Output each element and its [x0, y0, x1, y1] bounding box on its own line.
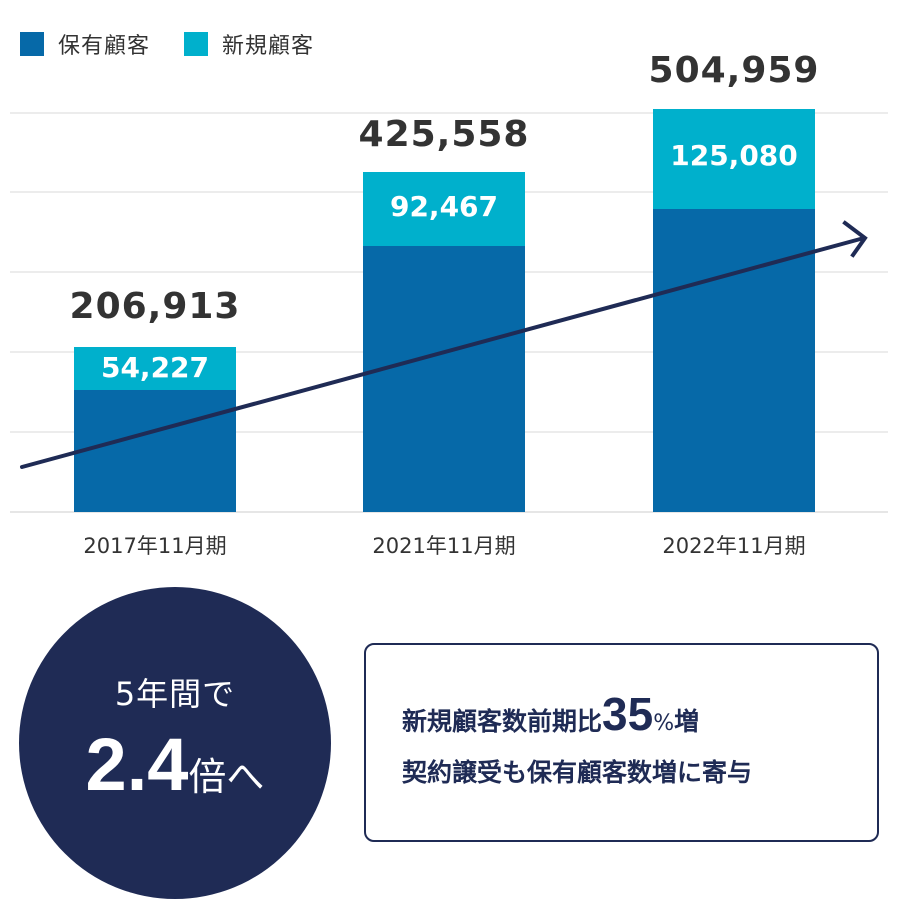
bar-segment-new: 125,080 — [653, 109, 815, 209]
legend-label-new: 新規顧客 — [222, 34, 315, 59]
bar-total-label: 206,913 — [69, 286, 241, 327]
bar-2017: 54,227 — [74, 347, 236, 512]
growth-highlight-circle: 5年間で 2.4倍へ — [19, 587, 331, 899]
bar-segment-existing — [74, 390, 236, 512]
trend-arrow-icon — [20, 220, 868, 469]
summary-line-1: 新規顧客数前期比35%増 — [402, 687, 699, 741]
x-axis-label: 2017年11月期 — [83, 534, 227, 558]
bar-segment-new-label: 125,080 — [670, 139, 798, 172]
legend-label-existing: 保有顧客 — [58, 34, 151, 59]
bar-segment-new-label: 92,467 — [389, 190, 499, 223]
legend-swatch-new — [184, 32, 209, 56]
summary-percent-number: 35 — [602, 688, 654, 740]
legend-swatch-existing — [20, 32, 44, 56]
bar-total-label: 425,558 — [358, 114, 530, 155]
bar-2022: 125,080 — [653, 109, 815, 512]
highlight-period-text: 5年間で — [114, 675, 236, 713]
x-axis-baseline — [10, 511, 888, 513]
x-axis-label: 2021年11月期 — [372, 534, 516, 558]
summary-percent-sign: % — [653, 711, 675, 736]
summary-message-box: 新規顧客数前期比35%増 契約譲受も保有顧客数増に寄与 — [364, 643, 879, 842]
summary-line-1-suffix: 増 — [674, 707, 700, 736]
bar-segment-new: 92,467 — [363, 172, 525, 246]
bar-segment-new-label: 54,227 — [100, 351, 210, 384]
bar-2021: 92,467 — [363, 172, 525, 512]
highlight-multiplier-suffix: 倍へ — [188, 755, 265, 799]
summary-line-1-prefix: 新規顧客数前期比 — [402, 707, 603, 736]
highlight-multiplier: 2.4倍へ — [19, 722, 331, 807]
bar-total-label: 504,959 — [648, 50, 820, 91]
chart-legend: 保有顧客 新規顧客 — [20, 28, 348, 60]
stacked-bar-chart: 206,913 54,227 2017年11月期 425,558 92,467 … — [10, 50, 888, 558]
legend-item-new: 新規顧客 — [184, 28, 314, 60]
legend-item-existing: 保有顧客 — [20, 28, 150, 60]
bar-segment-existing — [363, 246, 525, 512]
gridline — [10, 112, 888, 114]
bar-segment-new: 54,227 — [74, 347, 236, 390]
x-axis-label: 2022年11月期 — [662, 534, 806, 558]
highlight-multiplier-number: 2.4 — [85, 723, 189, 806]
summary-line-2: 契約譲受も保有顧客数増に寄与 — [402, 758, 753, 787]
